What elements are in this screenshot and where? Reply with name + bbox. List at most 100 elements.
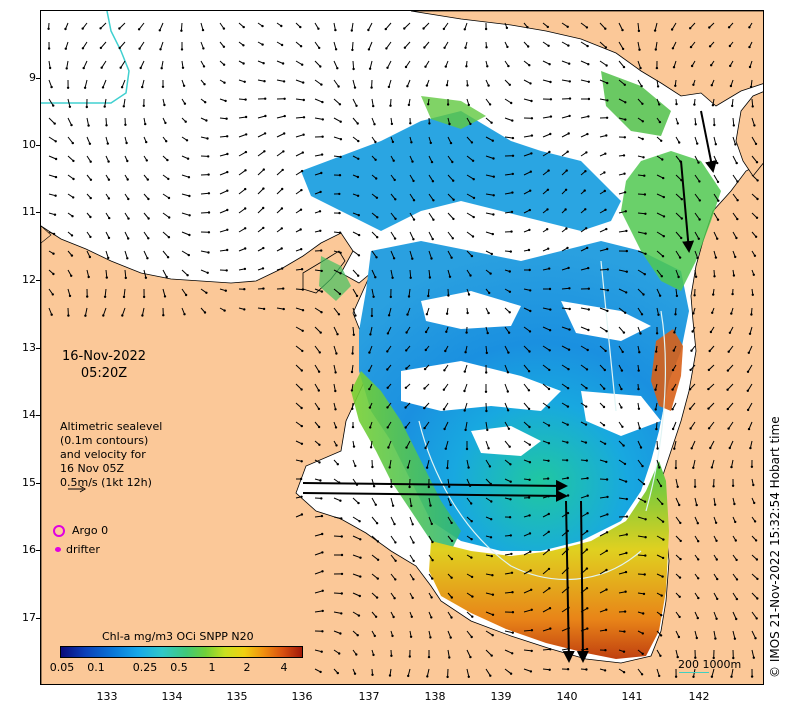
velocity-arrow-head [625, 515, 629, 518]
velocity-arrow-head [141, 314, 144, 317]
velocity-arrow-head [694, 656, 697, 659]
velocity-arrow-head [622, 331, 626, 334]
velocity-arrow-head [443, 46, 446, 49]
velocity-arrow-head [450, 539, 454, 543]
velocity-arrow-head [748, 65, 752, 69]
velocity-arrow-head [281, 187, 284, 191]
velocity-arrow [124, 250, 128, 259]
velocity-arrow-head [64, 27, 67, 31]
velocity-arrow-head [465, 331, 468, 334]
velocity-arrow-head [469, 655, 472, 659]
velocity-arrow [200, 192, 209, 195]
velocity-arrow-head [688, 407, 692, 410]
velocity-arrow [295, 402, 302, 409]
velocity-arrow-head [137, 28, 141, 31]
velocity-arrow [390, 212, 396, 220]
velocity-arrow-head [72, 159, 75, 163]
velocity-arrow-head [697, 577, 700, 580]
velocity-arrow [238, 208, 246, 214]
velocity-arrow-head [674, 84, 677, 88]
velocity-arrow-head [226, 152, 229, 156]
velocity-arrow-head [508, 290, 512, 293]
velocity-arrow [119, 41, 126, 49]
velocity-arrow-head [586, 44, 589, 48]
velocity-arrow-head [70, 234, 74, 237]
velocity-arrow-head [490, 518, 493, 521]
velocity-arrow [732, 592, 738, 600]
velocity-arrow [124, 231, 129, 239]
velocity-arrow [580, 60, 589, 65]
velocity-arrow-head [264, 114, 267, 118]
velocity-arrow-head [205, 119, 208, 122]
velocity-arrow [143, 269, 147, 278]
velocity-arrow-head [350, 370, 354, 374]
velocity-arrow-head [448, 275, 452, 278]
velocity-arrow-head [748, 332, 752, 335]
velocity-arrow-head [622, 650, 626, 653]
velocity-arrow [333, 326, 338, 335]
velocity-arrow-head [470, 538, 473, 541]
velocity-arrow-head [359, 538, 362, 541]
velocity-arrow-head [584, 423, 588, 426]
velocity-arrow-head [280, 227, 283, 230]
velocity-arrow [618, 60, 625, 68]
velocity-arrow-head [710, 64, 713, 67]
velocity-arrow [675, 478, 679, 487]
velocity-arrow-head [485, 351, 488, 355]
velocity-arrow-head [490, 252, 493, 256]
velocity-arrow-head [529, 550, 532, 553]
lon-tick: 133 [96, 690, 118, 703]
velocity-arrow-head [127, 197, 130, 201]
velocity-arrow-head [678, 595, 681, 598]
velocity-arrow-head [547, 247, 550, 250]
velocity-arrow [371, 478, 375, 487]
velocity-arrow-head [586, 246, 589, 250]
velocity-arrow [238, 169, 246, 176]
velocity-arrow-head [124, 276, 128, 280]
velocity-arrow-head [714, 521, 718, 524]
velocity-arrow [314, 41, 320, 49]
velocity-arrow-head [390, 654, 393, 657]
legend-line: and velocity for [60, 448, 146, 461]
velocity-arrow [295, 364, 303, 371]
velocity-arrow-head [394, 559, 397, 562]
velocity-arrow-head [585, 387, 588, 390]
velocity-arrow-head [122, 295, 126, 299]
velocity-arrow-head [658, 466, 661, 469]
velocity-arrow-head [622, 671, 626, 674]
velocity-arrow-head [374, 276, 377, 279]
velocity-arrow [599, 550, 608, 556]
velocity-arrow-head [756, 179, 759, 182]
velocity-arrow [295, 134, 304, 138]
velocity-arrow-head [320, 514, 324, 518]
velocity-arrow [561, 287, 570, 290]
velocity-arrow [656, 497, 663, 505]
velocity-arrow-head [547, 169, 550, 172]
velocity-arrow-head [375, 522, 379, 525]
velocity-arrow-head [187, 253, 190, 257]
velocity-arrow-head [320, 311, 323, 314]
velocity-arrow [747, 364, 753, 373]
velocity-arrow [580, 22, 588, 28]
velocity-arrow [675, 516, 681, 524]
velocity-arrow [599, 288, 608, 291]
velocity-arrow [599, 22, 606, 30]
velocity-arrow-head [431, 540, 434, 544]
velocity-arrow [181, 174, 190, 178]
velocity-arrow-head [89, 178, 93, 181]
velocity-arrow-head [698, 199, 701, 202]
velocity-arrow-head [300, 369, 303, 372]
velocity-arrow-head [374, 615, 378, 618]
velocity-arrow-head [367, 48, 371, 51]
velocity-arrow-head [375, 177, 378, 180]
velocity-arrow-head [147, 197, 150, 201]
velocity-arrow [732, 155, 738, 164]
velocity-arrow [181, 193, 190, 197]
velocity-arrow [485, 155, 494, 159]
velocity-arrow-head [672, 66, 676, 69]
velocity-arrow-head [359, 575, 362, 578]
velocity-arrow-head [467, 466, 470, 469]
velocity-arrow-head [624, 101, 627, 104]
velocity-arrow [637, 478, 645, 485]
velocity-arrow-head [300, 248, 303, 251]
